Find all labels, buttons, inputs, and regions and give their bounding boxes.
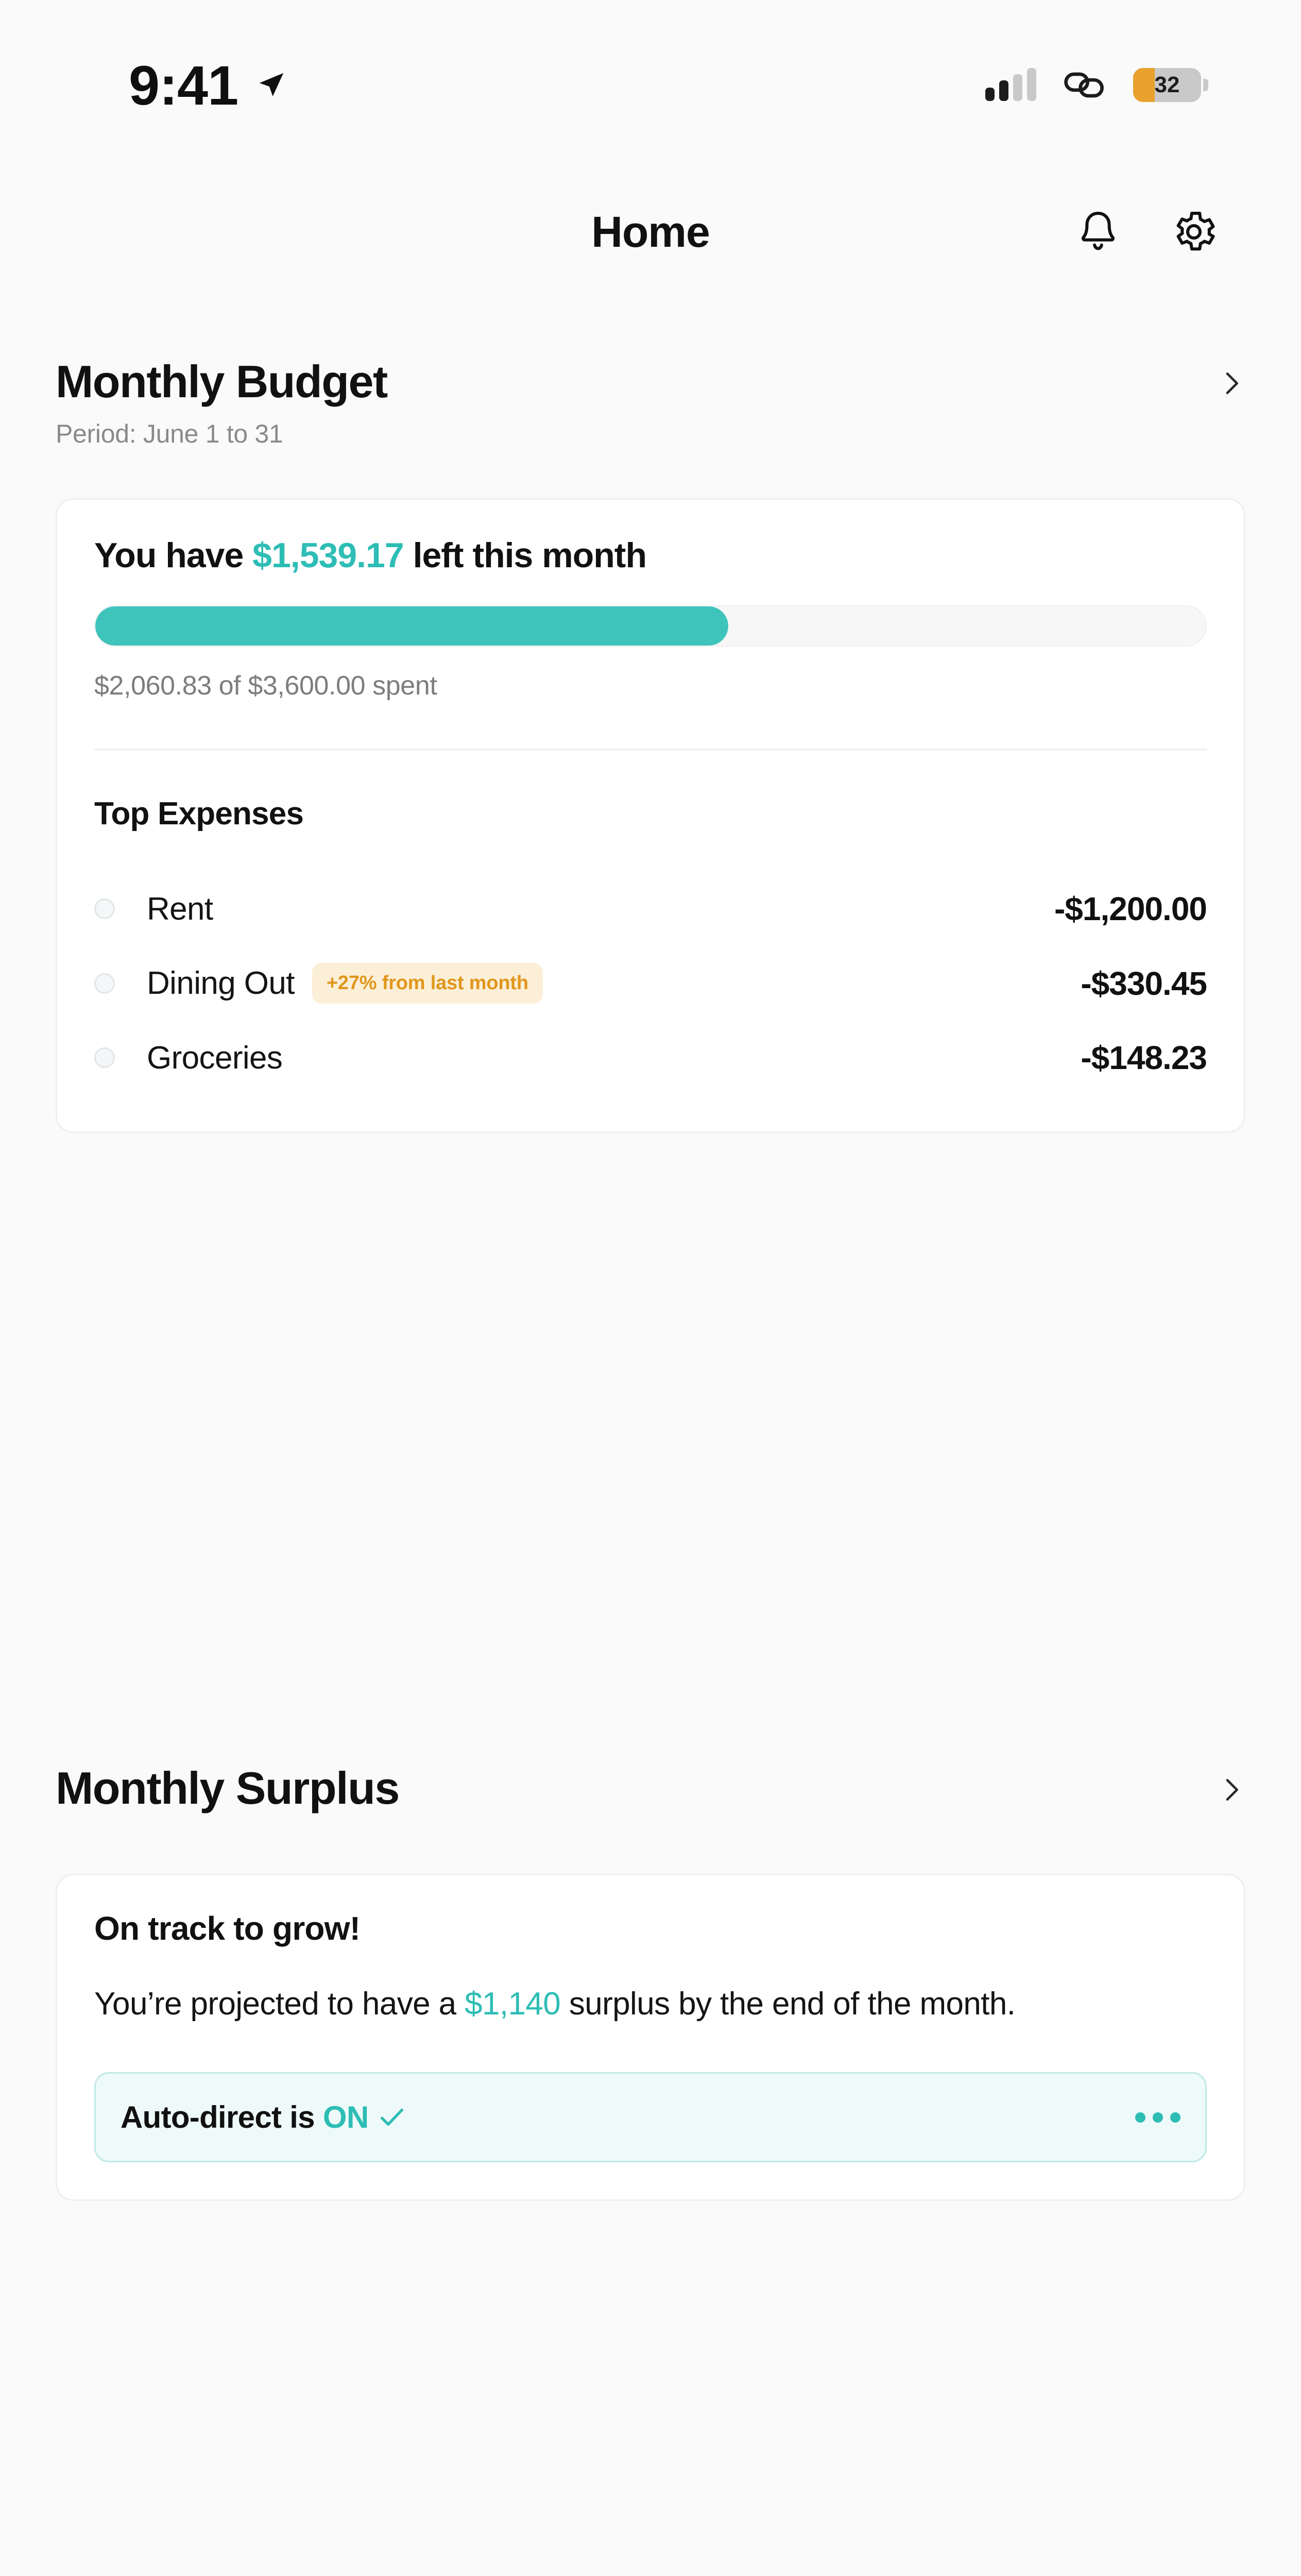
expense-row[interactable]: Rent -$1,200.00 (94, 872, 1207, 945)
cellular-signal-icon (985, 68, 1036, 101)
gear-icon[interactable] (1169, 207, 1219, 257)
link-icon (1064, 72, 1104, 98)
budget-section-header[interactable]: Monthly Budget Period: June 1 to 31 (0, 355, 1301, 449)
expense-name: Groceries (147, 1040, 283, 1076)
budget-section: Monthly Budget Period: June 1 to 31 You … (0, 355, 1301, 1133)
expense-amount: -$330.45 (1081, 964, 1207, 1002)
more-horizontal-icon[interactable] (1135, 2112, 1180, 2123)
surplus-section-title: Monthly Surplus (56, 1762, 400, 1814)
status-bar-clock: 9:41 (129, 54, 238, 116)
surplus-body-prefix: You’re projected to have a (94, 1986, 465, 2022)
expense-name: Dining Out (147, 965, 295, 1002)
page-title: Home (591, 207, 710, 256)
battery-percent: 32 (1154, 72, 1180, 97)
expense-amount: -$1,200.00 (1054, 890, 1207, 928)
top-expenses-list: Rent -$1,200.00 Dining Out +27% from last m… (94, 872, 1207, 1094)
budget-headline-suffix: left this month (403, 536, 647, 575)
surplus-card: On track to grow! You’re projected to ha… (56, 1874, 1245, 2201)
category-dot-icon (94, 973, 115, 994)
expense-name: Rent (147, 891, 213, 927)
auto-direct-banner[interactable]: Auto-direct is ON (94, 2072, 1207, 2163)
category-dot-icon (94, 899, 115, 920)
status-bar-right: 32 (985, 68, 1208, 102)
bell-icon[interactable] (1073, 207, 1123, 257)
auto-direct-prefix: Auto-direct is (121, 2100, 315, 2135)
bottom-navigation: HomeAccountsTransactionsBudgetGoals (0, 2566, 1301, 2576)
chevron-right-icon[interactable] (1217, 369, 1245, 398)
remaining-amount: $1,539.17 (252, 536, 404, 575)
card-divider (94, 749, 1207, 751)
surplus-section: Monthly Surplus On track to grow! You’re… (0, 1762, 1301, 2201)
expense-amount: -$148.23 (1081, 1039, 1207, 1077)
status-bar: 9:41 32 (0, 0, 1301, 170)
auto-direct-label: Auto-direct is ON (121, 2099, 407, 2135)
surplus-heading: On track to grow! (94, 1910, 361, 1947)
category-dot-icon (94, 1047, 115, 1069)
app-header: Home (0, 170, 1301, 294)
auto-direct-state: ON (322, 2100, 369, 2135)
check-icon (380, 2108, 403, 2126)
budget-progress-bar (94, 605, 1207, 647)
surplus-section-header[interactable]: Monthly Surplus (0, 1762, 1301, 1814)
budget-headline-prefix: You have (94, 536, 253, 575)
status-bar-left: 9:41 (129, 53, 287, 117)
budget-period-label: Period: June 1 to 31 (56, 419, 283, 449)
expense-row[interactable]: Dining Out +27% from last month -$330.45 (94, 945, 1207, 1021)
surplus-body: You’re projected to have a $1,140 surplu… (94, 1979, 1207, 2029)
budget-card: You have $1,539.17 left this month $2,06… (56, 498, 1245, 1133)
budget-headline: You have $1,539.17 left this month (94, 534, 1207, 578)
expense-trend-badge: +27% from last month (312, 963, 543, 1004)
battery-icon: 32 (1133, 68, 1208, 102)
surplus-amount: $1,140 (465, 1986, 561, 2022)
surplus-body-suffix: surplus by the end of the month. (560, 1986, 1016, 2022)
budget-section-title: Monthly Budget (56, 356, 388, 407)
expense-row[interactable]: Groceries -$148.23 (94, 1021, 1207, 1094)
top-expenses-heading: Top Expenses (94, 796, 304, 832)
budget-progress-fill (95, 606, 728, 646)
header-actions (1073, 207, 1219, 257)
chevron-right-icon[interactable] (1217, 1775, 1245, 1804)
budget-spent-label: $2,060.83 of $3,600.00 spent (94, 671, 437, 701)
location-arrow-icon (259, 73, 284, 96)
